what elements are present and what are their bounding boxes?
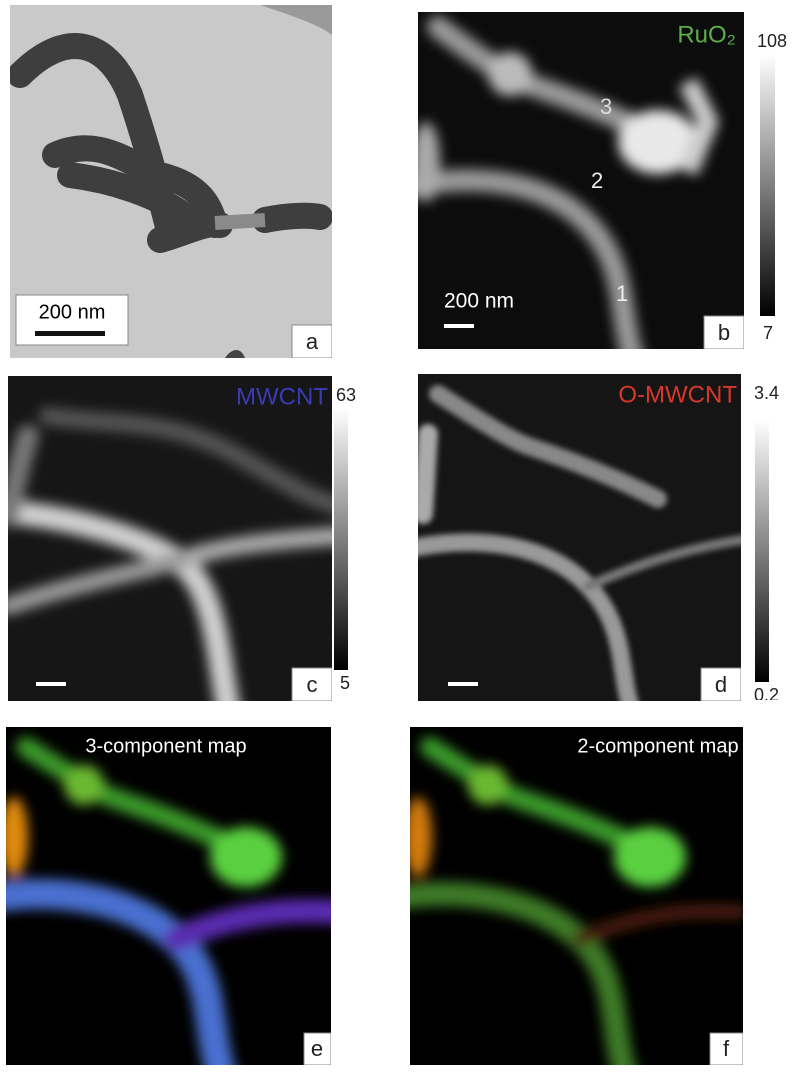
panel-title: MWCNT — [236, 383, 328, 410]
panel-c: MWCNT c — [8, 376, 332, 701]
panel-title: 3-component map — [85, 735, 246, 757]
colorbar-d: 3.4 0.2 — [752, 380, 796, 700]
panel-letter: b — [718, 320, 730, 345]
colorbar-b: 108 7 — [755, 30, 796, 350]
colorbar-max: 3.4 — [754, 383, 779, 403]
panel-b: 3 2 1 RuO₂ 200 nm b — [418, 12, 744, 349]
colorbar-min: 0.2 — [754, 685, 779, 700]
panel-letter: a — [306, 329, 319, 354]
panel-title: 2-component map — [577, 735, 738, 757]
point-label: 2 — [591, 168, 603, 193]
panel-letter: d — [715, 672, 727, 697]
colorbar-max: 108 — [757, 31, 787, 51]
panel-e: 3-component map e — [6, 727, 331, 1065]
panel-d: O-MWCNT d — [418, 374, 741, 701]
panel-a: 200 nm a — [10, 5, 332, 358]
colorbar-min: 5 — [340, 673, 350, 693]
scale-label: 200 nm — [39, 301, 106, 323]
colorbar-max: 63 — [336, 385, 356, 405]
figure: 200 nm a 3 2 1 RuO₂ 200 nm b 108 7 MWCNT… — [0, 0, 796, 1075]
panel-title: RuO₂ — [677, 21, 736, 48]
panel-letter: f — [723, 1036, 730, 1061]
panel-letter: e — [311, 1036, 323, 1061]
scale-label: 200 nm — [444, 290, 514, 313]
point-label: 3 — [600, 94, 612, 119]
colorbar-min: 7 — [763, 323, 773, 343]
panel-letter: c — [307, 672, 318, 697]
panel-title: O-MWCNT — [618, 381, 737, 408]
colorbar-c: 63 5 — [332, 384, 372, 704]
panel-f: 2-component map f — [410, 727, 743, 1065]
point-label: 1 — [616, 281, 628, 306]
